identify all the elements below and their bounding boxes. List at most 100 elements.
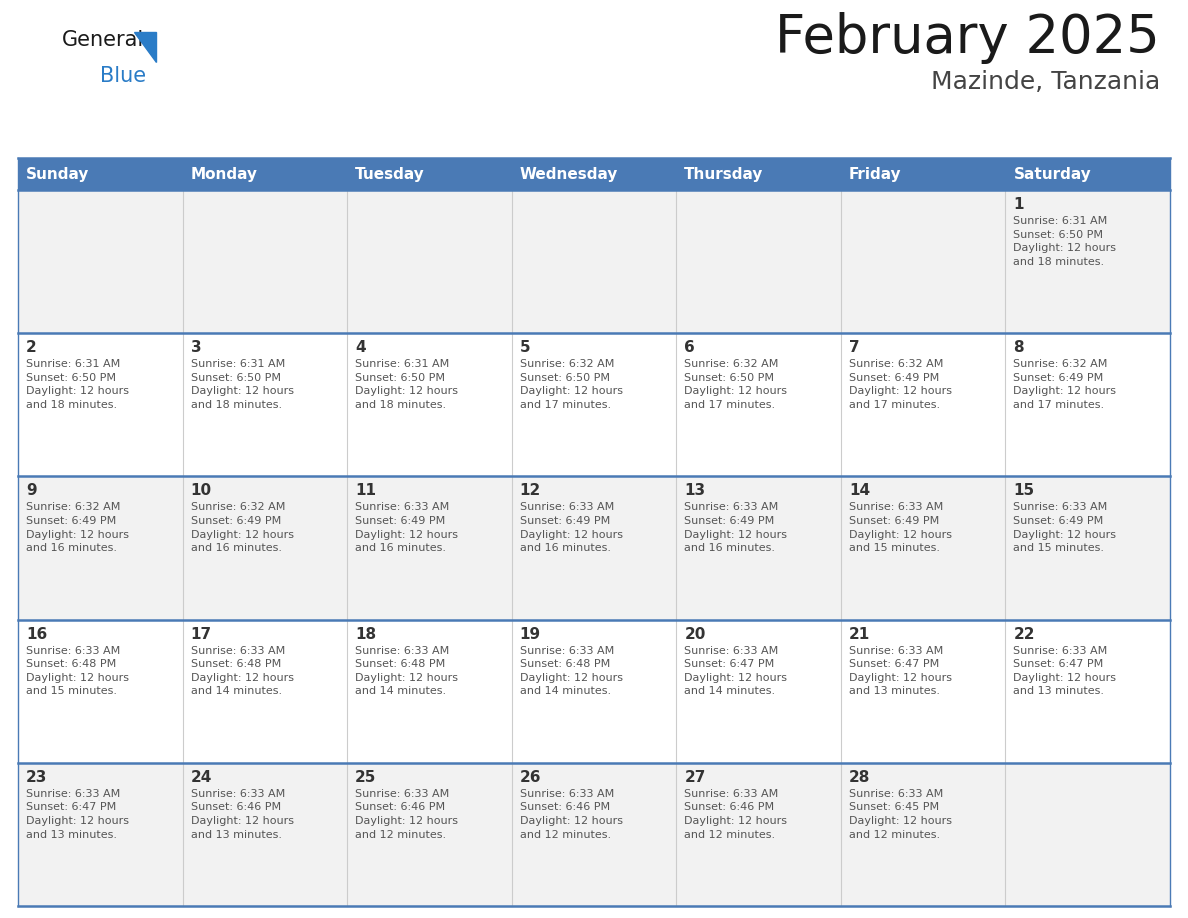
Bar <box>676 158 841 190</box>
Text: Sunrise: 6:33 AM
Sunset: 6:47 PM
Daylight: 12 hours
and 13 minutes.: Sunrise: 6:33 AM Sunset: 6:47 PM Dayligh… <box>849 645 952 697</box>
Bar <box>347 620 512 763</box>
Text: 20: 20 <box>684 627 706 642</box>
Bar <box>841 190 1005 333</box>
Text: 18: 18 <box>355 627 377 642</box>
Text: Sunday: Sunday <box>26 166 89 182</box>
Bar <box>347 763 512 906</box>
Bar <box>347 333 512 476</box>
Bar <box>183 763 347 906</box>
Text: 14: 14 <box>849 484 870 498</box>
Bar <box>183 158 347 190</box>
Text: Wednesday: Wednesday <box>519 166 618 182</box>
Bar <box>512 620 676 763</box>
Text: February 2025: February 2025 <box>776 12 1159 64</box>
Text: Mazinde, Tanzania: Mazinde, Tanzania <box>930 70 1159 94</box>
Text: 9: 9 <box>26 484 37 498</box>
Bar <box>841 476 1005 620</box>
Text: 11: 11 <box>355 484 377 498</box>
Text: 1: 1 <box>1013 197 1024 212</box>
Bar <box>676 620 841 763</box>
Text: Sunrise: 6:32 AM
Sunset: 6:49 PM
Daylight: 12 hours
and 17 minutes.: Sunrise: 6:32 AM Sunset: 6:49 PM Dayligh… <box>1013 359 1117 410</box>
Bar <box>1005 763 1170 906</box>
Text: 17: 17 <box>190 627 211 642</box>
Bar <box>18 620 183 763</box>
Text: 15: 15 <box>1013 484 1035 498</box>
Text: Sunrise: 6:32 AM
Sunset: 6:49 PM
Daylight: 12 hours
and 17 minutes.: Sunrise: 6:32 AM Sunset: 6:49 PM Dayligh… <box>849 359 952 410</box>
Text: Sunrise: 6:33 AM
Sunset: 6:46 PM
Daylight: 12 hours
and 13 minutes.: Sunrise: 6:33 AM Sunset: 6:46 PM Dayligh… <box>190 789 293 840</box>
Text: Sunrise: 6:33 AM
Sunset: 6:47 PM
Daylight: 12 hours
and 13 minutes.: Sunrise: 6:33 AM Sunset: 6:47 PM Dayligh… <box>1013 645 1117 697</box>
Text: 13: 13 <box>684 484 706 498</box>
Polygon shape <box>134 32 156 62</box>
Text: Sunrise: 6:32 AM
Sunset: 6:49 PM
Daylight: 12 hours
and 16 minutes.: Sunrise: 6:32 AM Sunset: 6:49 PM Dayligh… <box>190 502 293 554</box>
Bar <box>512 476 676 620</box>
Text: 8: 8 <box>1013 341 1024 355</box>
Text: General: General <box>62 30 144 50</box>
Bar <box>841 333 1005 476</box>
Bar <box>18 158 183 190</box>
Text: Sunrise: 6:32 AM
Sunset: 6:50 PM
Daylight: 12 hours
and 17 minutes.: Sunrise: 6:32 AM Sunset: 6:50 PM Dayligh… <box>684 359 788 410</box>
Text: Friday: Friday <box>849 166 902 182</box>
Text: 12: 12 <box>519 484 541 498</box>
Text: Sunrise: 6:33 AM
Sunset: 6:49 PM
Daylight: 12 hours
and 16 minutes.: Sunrise: 6:33 AM Sunset: 6:49 PM Dayligh… <box>519 502 623 554</box>
Text: Tuesday: Tuesday <box>355 166 425 182</box>
Text: 2: 2 <box>26 341 37 355</box>
Text: 21: 21 <box>849 627 870 642</box>
Bar <box>183 476 347 620</box>
Text: Sunrise: 6:32 AM
Sunset: 6:49 PM
Daylight: 12 hours
and 16 minutes.: Sunrise: 6:32 AM Sunset: 6:49 PM Dayligh… <box>26 502 129 554</box>
Text: Sunrise: 6:32 AM
Sunset: 6:50 PM
Daylight: 12 hours
and 17 minutes.: Sunrise: 6:32 AM Sunset: 6:50 PM Dayligh… <box>519 359 623 410</box>
Text: 23: 23 <box>26 770 48 785</box>
Bar <box>676 763 841 906</box>
Text: Thursday: Thursday <box>684 166 764 182</box>
Bar <box>841 763 1005 906</box>
Text: Saturday: Saturday <box>1013 166 1092 182</box>
Bar <box>347 476 512 620</box>
Text: Sunrise: 6:33 AM
Sunset: 6:48 PM
Daylight: 12 hours
and 15 minutes.: Sunrise: 6:33 AM Sunset: 6:48 PM Dayligh… <box>26 645 129 697</box>
Text: Sunrise: 6:33 AM
Sunset: 6:49 PM
Daylight: 12 hours
and 16 minutes.: Sunrise: 6:33 AM Sunset: 6:49 PM Dayligh… <box>355 502 459 554</box>
Bar <box>676 476 841 620</box>
Text: 10: 10 <box>190 484 211 498</box>
Text: 7: 7 <box>849 341 859 355</box>
Text: 5: 5 <box>519 341 530 355</box>
Text: 28: 28 <box>849 770 871 785</box>
Text: 19: 19 <box>519 627 541 642</box>
Bar <box>18 333 183 476</box>
Text: Sunrise: 6:33 AM
Sunset: 6:48 PM
Daylight: 12 hours
and 14 minutes.: Sunrise: 6:33 AM Sunset: 6:48 PM Dayligh… <box>355 645 459 697</box>
Text: 6: 6 <box>684 341 695 355</box>
Text: Sunrise: 6:33 AM
Sunset: 6:49 PM
Daylight: 12 hours
and 15 minutes.: Sunrise: 6:33 AM Sunset: 6:49 PM Dayligh… <box>1013 502 1117 554</box>
Bar <box>18 476 183 620</box>
Bar <box>841 620 1005 763</box>
Text: 16: 16 <box>26 627 48 642</box>
Text: Sunrise: 6:33 AM
Sunset: 6:45 PM
Daylight: 12 hours
and 12 minutes.: Sunrise: 6:33 AM Sunset: 6:45 PM Dayligh… <box>849 789 952 840</box>
Text: 3: 3 <box>190 341 201 355</box>
Bar <box>841 158 1005 190</box>
Text: Sunrise: 6:33 AM
Sunset: 6:48 PM
Daylight: 12 hours
and 14 minutes.: Sunrise: 6:33 AM Sunset: 6:48 PM Dayligh… <box>190 645 293 697</box>
Bar <box>512 333 676 476</box>
Bar <box>512 763 676 906</box>
Text: Sunrise: 6:33 AM
Sunset: 6:47 PM
Daylight: 12 hours
and 14 minutes.: Sunrise: 6:33 AM Sunset: 6:47 PM Dayligh… <box>684 645 788 697</box>
Bar <box>512 158 676 190</box>
Text: Sunrise: 6:33 AM
Sunset: 6:46 PM
Daylight: 12 hours
and 12 minutes.: Sunrise: 6:33 AM Sunset: 6:46 PM Dayligh… <box>519 789 623 840</box>
Bar <box>512 190 676 333</box>
Bar <box>18 763 183 906</box>
Text: Sunrise: 6:33 AM
Sunset: 6:47 PM
Daylight: 12 hours
and 13 minutes.: Sunrise: 6:33 AM Sunset: 6:47 PM Dayligh… <box>26 789 129 840</box>
Bar <box>1005 620 1170 763</box>
Text: 24: 24 <box>190 770 211 785</box>
Bar <box>347 158 512 190</box>
Bar <box>183 620 347 763</box>
Bar <box>1005 476 1170 620</box>
Bar <box>183 333 347 476</box>
Bar <box>1005 190 1170 333</box>
Bar <box>676 190 841 333</box>
Text: 25: 25 <box>355 770 377 785</box>
Text: Sunrise: 6:33 AM
Sunset: 6:46 PM
Daylight: 12 hours
and 12 minutes.: Sunrise: 6:33 AM Sunset: 6:46 PM Dayligh… <box>684 789 788 840</box>
Text: 27: 27 <box>684 770 706 785</box>
Text: Sunrise: 6:31 AM
Sunset: 6:50 PM
Daylight: 12 hours
and 18 minutes.: Sunrise: 6:31 AM Sunset: 6:50 PM Dayligh… <box>355 359 459 410</box>
Text: Sunrise: 6:31 AM
Sunset: 6:50 PM
Daylight: 12 hours
and 18 minutes.: Sunrise: 6:31 AM Sunset: 6:50 PM Dayligh… <box>26 359 129 410</box>
Text: Monday: Monday <box>190 166 258 182</box>
Text: Sunrise: 6:33 AM
Sunset: 6:48 PM
Daylight: 12 hours
and 14 minutes.: Sunrise: 6:33 AM Sunset: 6:48 PM Dayligh… <box>519 645 623 697</box>
Bar <box>347 190 512 333</box>
Text: 22: 22 <box>1013 627 1035 642</box>
Bar <box>18 190 183 333</box>
Text: 4: 4 <box>355 341 366 355</box>
Text: Sunrise: 6:33 AM
Sunset: 6:49 PM
Daylight: 12 hours
and 15 minutes.: Sunrise: 6:33 AM Sunset: 6:49 PM Dayligh… <box>849 502 952 554</box>
